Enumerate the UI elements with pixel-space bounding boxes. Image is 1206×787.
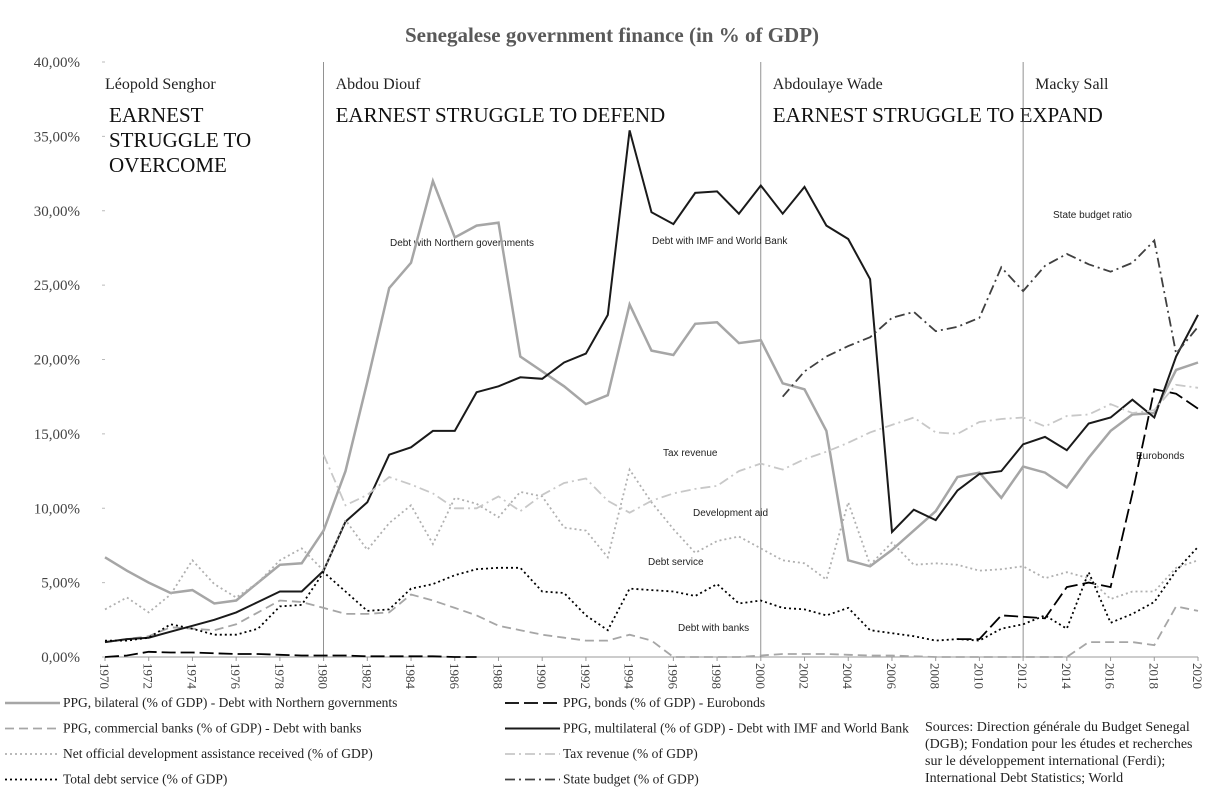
x-tick-label: 2014 [1059,663,1074,690]
era-slogan: EARNEST STRUGGLE TO EXPAND [773,103,1103,127]
x-tick-label: 1990 [534,663,549,689]
series-line [104,593,1199,658]
era-name: Macky Sall [1035,76,1109,93]
x-tick-label: 1994 [622,663,637,690]
annotation: Tax revenue [663,448,718,459]
era-slogan: EARNEST [109,103,204,127]
series-line [322,383,1199,514]
x-tick-label: 1980 [316,663,331,689]
x-tick-label: 2008 [928,663,943,689]
annotation: Eurobonds [1136,451,1184,462]
legend-label: PPG, bonds (% of GDP) - Eurobonds [563,695,765,710]
era-slogan: STRUGGLE TO [109,128,251,152]
x-tick-label: 1982 [359,663,374,689]
y-tick-label: 5,00% [41,576,80,592]
x-tick-label: 1976 [228,663,243,690]
annotation: Debt service [648,557,704,568]
legend-label: Tax revenue (% of GDP) [563,746,698,761]
annotation: Debt with banks [678,623,749,634]
x-tick-label: 2016 [1103,663,1118,690]
x-tick-label: 1970 [97,663,112,689]
chart-title: Senegalese government finance (in % of G… [405,23,819,47]
y-tick-label: 0,00% [41,650,80,666]
x-tick-label: 2012 [1015,663,1030,689]
y-tick-label: 25,00% [34,278,80,294]
series-line [104,176,1199,605]
annotation: Development aid [693,508,768,519]
annotation: State budget ratio [1053,210,1132,221]
era-slogan: OVERCOME [109,153,227,177]
x-tick-label: 1986 [447,663,462,690]
x-tick-label: 2006 [884,663,899,690]
era-name: Léopold Senghor [105,76,216,93]
legend-label: PPG, multilateral (% of GDP) - Debt with… [563,721,909,736]
series-line [782,238,1199,398]
y-tick-label: 30,00% [34,204,80,220]
x-tick-label: 2004 [840,663,855,690]
x-tick-label: 2020 [1190,663,1205,689]
x-tick-label: 2018 [1146,663,1161,689]
series-line [105,546,1199,642]
series-line [104,467,1199,614]
era-name: Abdoulaye Wade [773,76,883,93]
annotation: Debt with Northern governments [390,238,534,249]
y-tick-label: 15,00% [34,427,80,443]
x-tick-label: 1984 [403,663,418,690]
legend-label: State budget (% of GDP) [563,772,699,787]
x-tick-label: 1988 [490,663,505,689]
legend-label: PPG, bilateral (% of GDP) - Debt with No… [63,695,397,710]
y-tick-label: 20,00% [34,353,80,369]
era-slogan: EARNEST STRUGGLE TO DEFEND [336,103,666,127]
x-tick-label: 2010 [971,663,986,689]
legend-label: PPG, commercial banks (% of GDP) - Debt … [63,721,361,736]
x-tick-label: 1978 [272,663,287,689]
era-name: Abdou Diouf [336,76,422,93]
y-tick-label: 40,00% [34,55,80,71]
annotation: Debt with IMF and World Bank [652,236,788,247]
y-tick-label: 10,00% [34,501,80,517]
x-tick-label: 1992 [578,663,593,689]
legend-label: Total debt service (% of GDP) [63,772,227,787]
x-tick-label: 1998 [709,663,724,689]
y-tick-label: 35,00% [34,129,80,145]
legend-label: Net official development assistance rece… [63,746,373,761]
series-line [104,130,1199,644]
x-tick-label: 1974 [184,663,199,690]
source-note: Sources: Direction générale du Budget Se… [925,720,1193,786]
x-tick-label: 2002 [797,663,812,689]
x-tick-label: 1972 [141,663,156,689]
series-line [104,388,1199,658]
x-tick-label: 1996 [665,663,680,690]
x-tick-label: 2000 [753,663,768,689]
